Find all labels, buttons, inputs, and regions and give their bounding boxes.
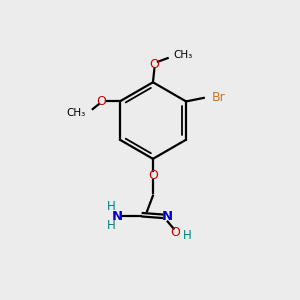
Text: O: O [97, 95, 106, 108]
Text: N: N [162, 210, 173, 223]
Text: O: O [148, 169, 158, 182]
Text: H: H [107, 219, 116, 232]
Text: O: O [170, 226, 180, 239]
Text: N: N [112, 210, 123, 223]
Text: H: H [107, 200, 116, 213]
Text: CH₃: CH₃ [66, 108, 85, 118]
Text: Br: Br [212, 92, 226, 104]
Text: CH₃: CH₃ [174, 50, 193, 60]
Text: O: O [149, 58, 159, 70]
Text: H: H [183, 229, 192, 242]
